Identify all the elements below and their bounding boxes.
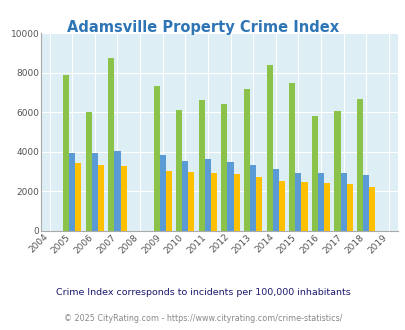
Bar	[176, 110, 182, 231]
Bar	[356, 99, 362, 231]
Bar	[63, 75, 69, 231]
Bar	[311, 116, 317, 231]
Bar	[153, 86, 159, 231]
Bar	[301, 182, 307, 231]
Bar	[288, 82, 294, 231]
Text: Adamsville Property Crime Index: Adamsville Property Crime Index	[67, 20, 338, 35]
Bar	[221, 104, 227, 231]
Bar	[233, 174, 239, 231]
Text: Crime Index corresponds to incidents per 100,000 inhabitants: Crime Index corresponds to incidents per…	[55, 287, 350, 297]
Bar	[69, 153, 75, 231]
Bar	[92, 153, 98, 231]
Bar	[266, 65, 272, 231]
Bar	[165, 171, 171, 231]
Bar	[114, 151, 120, 231]
Text: © 2025 CityRating.com - https://www.cityrating.com/crime-statistics/: © 2025 CityRating.com - https://www.city…	[64, 314, 341, 323]
Bar	[323, 183, 329, 231]
Bar	[272, 169, 278, 231]
Bar	[182, 161, 188, 231]
Bar	[188, 172, 194, 231]
Bar	[75, 163, 81, 231]
Bar	[159, 155, 165, 231]
Bar	[249, 165, 256, 231]
Bar	[98, 165, 104, 231]
Bar	[346, 184, 352, 231]
Bar	[205, 159, 211, 231]
Bar	[227, 162, 233, 231]
Bar	[369, 187, 375, 231]
Bar	[85, 112, 92, 231]
Bar	[317, 173, 323, 231]
Bar	[278, 181, 284, 231]
Bar	[108, 58, 114, 231]
Bar	[340, 173, 346, 231]
Bar	[211, 173, 217, 231]
Bar	[256, 177, 262, 231]
Bar	[243, 89, 249, 231]
Bar	[120, 166, 126, 231]
Bar	[362, 175, 369, 231]
Bar	[294, 173, 301, 231]
Bar	[334, 111, 340, 231]
Bar	[198, 100, 205, 231]
